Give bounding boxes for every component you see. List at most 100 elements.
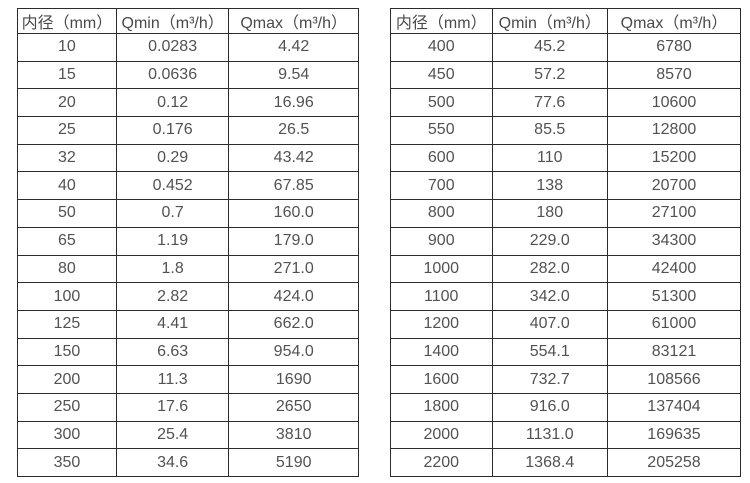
qmin-cell: 1131.0 (491, 420, 608, 450)
qmax-cell: 26.5 (228, 116, 359, 145)
diameter-cell: 900 (390, 226, 493, 256)
qmin-cell: 407.0 (491, 309, 608, 339)
qmax-header-cell: Qmax（m³/h） (228, 8, 359, 34)
table-row: 15 0.0636 9.54 (17, 60, 359, 90)
qmin-cell: 0.452 (115, 171, 230, 201)
diameter-cell: 1100 (390, 282, 493, 311)
diameter-cell: 10 (17, 33, 117, 62)
qmin-cell: 138 (491, 171, 608, 201)
qmax-cell: 271.0 (228, 254, 359, 284)
diameter-cell: 450 (390, 60, 493, 90)
table-row: 500 77.6 10600 (390, 88, 741, 118)
table-row: 900 229.0 34300 (390, 226, 741, 256)
table-row: 40 0.452 67.85 (17, 171, 359, 201)
qmax-cell: 83121 (607, 337, 741, 367)
qmax-cell: 6780 (607, 33, 741, 62)
qmin-cell: 554.1 (491, 337, 608, 367)
qmax-cell: 1690 (228, 365, 359, 394)
table-row: 250 17.6 2650 (17, 392, 359, 422)
header-row: 内径（mm） Qmin（m³/h） Qmax（m³/h） (17, 8, 359, 34)
diameter-cell: 200 (17, 365, 117, 394)
qmin-cell: 85.5 (491, 116, 608, 145)
table-row: 25 0.176 26.5 (17, 116, 359, 145)
qmin-cell: 0.7 (115, 199, 230, 228)
qmax-cell: 169635 (607, 420, 741, 450)
qmax-cell: 43.42 (228, 143, 359, 173)
diameter-cell: 40 (17, 171, 117, 201)
diameter-cell: 65 (17, 226, 117, 256)
qmin-cell: 57.2 (491, 60, 608, 90)
diameter-header-cell: 内径（mm） (390, 8, 493, 34)
diameter-cell: 600 (390, 143, 493, 173)
diameter-cell: 15 (17, 60, 117, 90)
table-row: 1000 282.0 42400 (390, 254, 741, 284)
diameter-cell: 1400 (390, 337, 493, 367)
qmax-cell: 16.96 (228, 88, 359, 118)
qmin-cell: 1.8 (115, 254, 230, 284)
qmin-header-cell: Qmin（m³/h） (491, 8, 608, 34)
diameter-cell: 1000 (390, 254, 493, 284)
qmax-cell: 179.0 (228, 226, 359, 256)
table-row: 100 2.82 424.0 (17, 282, 359, 311)
qmin-cell: 77.6 (491, 88, 608, 118)
qmax-cell: 9.54 (228, 60, 359, 90)
qmin-cell: 2.82 (115, 282, 230, 311)
table-row: 125 4.41 662.0 (17, 309, 359, 339)
qmax-cell: 61000 (607, 309, 741, 339)
table-row: 80 1.8 271.0 (17, 254, 359, 284)
qmax-cell: 137404 (607, 392, 741, 422)
table-row: 65 1.19 179.0 (17, 226, 359, 256)
diameter-cell: 125 (17, 309, 117, 339)
table-row: 20 0.12 16.96 (17, 88, 359, 118)
qmax-cell: 4.42 (228, 33, 359, 62)
qmax-cell: 108566 (607, 365, 741, 394)
qmin-cell: 916.0 (491, 392, 608, 422)
flow-table-large-diameters: 内径（mm） Qmin（m³/h） Qmax（m³/h） 400 45.2 6780 450… (390, 8, 741, 477)
diameter-cell: 2200 (390, 448, 493, 477)
table-row: 200 11.3 1690 (17, 365, 359, 394)
qmax-cell: 10600 (607, 88, 741, 118)
qmax-cell: 42400 (607, 254, 741, 284)
qmax-cell: 2650 (228, 392, 359, 422)
qmax-cell: 205258 (607, 448, 741, 477)
diameter-cell: 20 (17, 88, 117, 118)
diameter-cell: 350 (17, 448, 117, 477)
qmin-cell: 110 (491, 143, 608, 173)
qmin-cell: 6.63 (115, 337, 230, 367)
qmax-cell: 954.0 (228, 337, 359, 367)
qmin-cell: 45.2 (491, 33, 608, 62)
qmax-cell: 424.0 (228, 282, 359, 311)
diameter-cell: 1600 (390, 365, 493, 394)
diameter-cell: 500 (390, 88, 493, 118)
diameter-cell: 250 (17, 392, 117, 422)
table-row: 550 85.5 12800 (390, 116, 741, 145)
qmax-cell: 160.0 (228, 199, 359, 228)
diameter-header-cell: 内径（mm） (17, 8, 117, 34)
diameter-cell: 25 (17, 116, 117, 145)
qmin-cell: 282.0 (491, 254, 608, 284)
table-row: 350 34.6 5190 (17, 448, 359, 477)
diameter-cell: 2000 (390, 420, 493, 450)
qmin-cell: 17.6 (115, 392, 230, 422)
diameter-cell: 400 (390, 33, 493, 62)
qmax-cell: 8570 (607, 60, 741, 90)
diameter-cell: 1800 (390, 392, 493, 422)
qmin-cell: 1368.4 (491, 448, 608, 477)
qmax-cell: 662.0 (228, 309, 359, 339)
header-row: 内径（mm） Qmin（m³/h） Qmax（m³/h） (390, 8, 741, 34)
qmax-cell: 34300 (607, 226, 741, 256)
qmax-cell: 27100 (607, 199, 741, 228)
table-row: 800 180 27100 (390, 199, 741, 228)
diameter-cell: 550 (390, 116, 493, 145)
table-row: 1400 554.1 83121 (390, 337, 741, 367)
qmax-cell: 51300 (607, 282, 741, 311)
table-row: 400 45.2 6780 (390, 33, 741, 62)
table-row: 32 0.29 43.42 (17, 143, 359, 173)
qmax-cell: 20700 (607, 171, 741, 201)
diameter-cell: 700 (390, 171, 493, 201)
table-row: 1200 407.0 61000 (390, 309, 741, 339)
table-row: 150 6.63 954.0 (17, 337, 359, 367)
qmax-cell: 12800 (607, 116, 741, 145)
table-row: 450 57.2 8570 (390, 60, 741, 90)
qmax-cell: 67.85 (228, 171, 359, 201)
